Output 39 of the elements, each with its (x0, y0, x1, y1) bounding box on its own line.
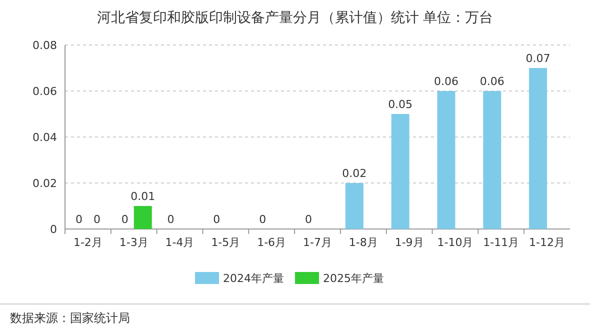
source-note: 数据来源：国家统计局 (10, 311, 130, 325)
x-tick-label: 1-9月 (394, 236, 424, 249)
data-label: 0 (75, 213, 82, 226)
bar (483, 91, 502, 229)
data-label: 0.06 (480, 75, 504, 88)
bar (391, 114, 410, 229)
bar (437, 91, 456, 229)
y-tick-label: 0.02 (32, 177, 57, 190)
bar (345, 183, 364, 229)
y-tick-label: 0.04 (32, 131, 57, 144)
y-tick-label: 0 (50, 223, 57, 236)
bar (134, 206, 152, 229)
x-tick-label: 1-10月 (437, 236, 474, 249)
data-label: 0.05 (388, 98, 413, 111)
y-tick-label: 0.08 (32, 39, 57, 52)
y-tick-label: 0.06 (32, 85, 57, 98)
data-label: 0 (305, 213, 312, 226)
data-label: 0 (167, 213, 174, 226)
data-label: 0 (121, 213, 128, 226)
x-tick-label: 1-3月 (119, 236, 148, 249)
x-tick-label: 1-11月 (483, 236, 520, 249)
x-tick-label: 1-6月 (257, 236, 286, 249)
data-label: 0 (213, 213, 220, 226)
data-label: 0.02 (342, 167, 367, 180)
x-tick-label: 1-7月 (303, 236, 332, 249)
data-label: 0.06 (434, 75, 458, 88)
x-tick-label: 1-12月 (529, 236, 566, 249)
data-label: 0.01 (130, 190, 156, 203)
x-tick-label: 1-8月 (348, 236, 378, 249)
data-label: 0 (93, 213, 100, 226)
data-label: 0 (259, 213, 266, 226)
legend-label: 2025年产量 (323, 272, 384, 285)
x-tick-label: 1-5月 (211, 236, 240, 249)
chart-title: 河北省复印和胶版印制设备产量分月（累计值）统计 单位：万台 (96, 10, 494, 26)
data-label: 0.07 (526, 52, 550, 65)
x-tick-label: 1-4月 (165, 236, 194, 249)
legend-label: 2024年产量 (223, 272, 284, 285)
bar (529, 68, 548, 229)
x-tick-label: 1-2月 (73, 236, 102, 249)
